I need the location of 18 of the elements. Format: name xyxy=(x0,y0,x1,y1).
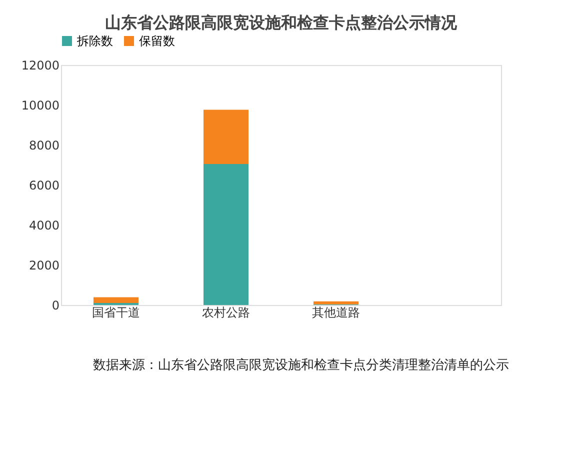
y-tick-label: 8000 xyxy=(28,138,60,152)
bar xyxy=(204,110,248,164)
bar xyxy=(314,301,358,304)
y-tick-label: 12000 xyxy=(21,58,60,72)
legend-label: 保留数 xyxy=(139,34,175,48)
y-tick-label: 6000 xyxy=(28,178,60,192)
y-tick-label: 10000 xyxy=(21,98,60,112)
x-tick-label: 其他道路 xyxy=(312,306,360,320)
bar xyxy=(94,297,138,303)
legend-label: 拆除数 xyxy=(76,34,113,48)
y-tick-label: 2000 xyxy=(28,258,60,272)
x-tick-label: 国省干道 xyxy=(92,306,140,320)
y-tick-label: 4000 xyxy=(28,218,60,232)
source-note: 数据来源：山东省公路限高限宽设施和检查卡点分类清理整治清单的公示 xyxy=(93,357,509,373)
x-tick-label: 农村公路 xyxy=(202,306,250,320)
chart-title: 山东省公路限高限宽设施和检查卡点整治公示情况 xyxy=(105,13,458,32)
bar xyxy=(204,164,248,305)
y-tick-label: 0 xyxy=(52,298,60,312)
